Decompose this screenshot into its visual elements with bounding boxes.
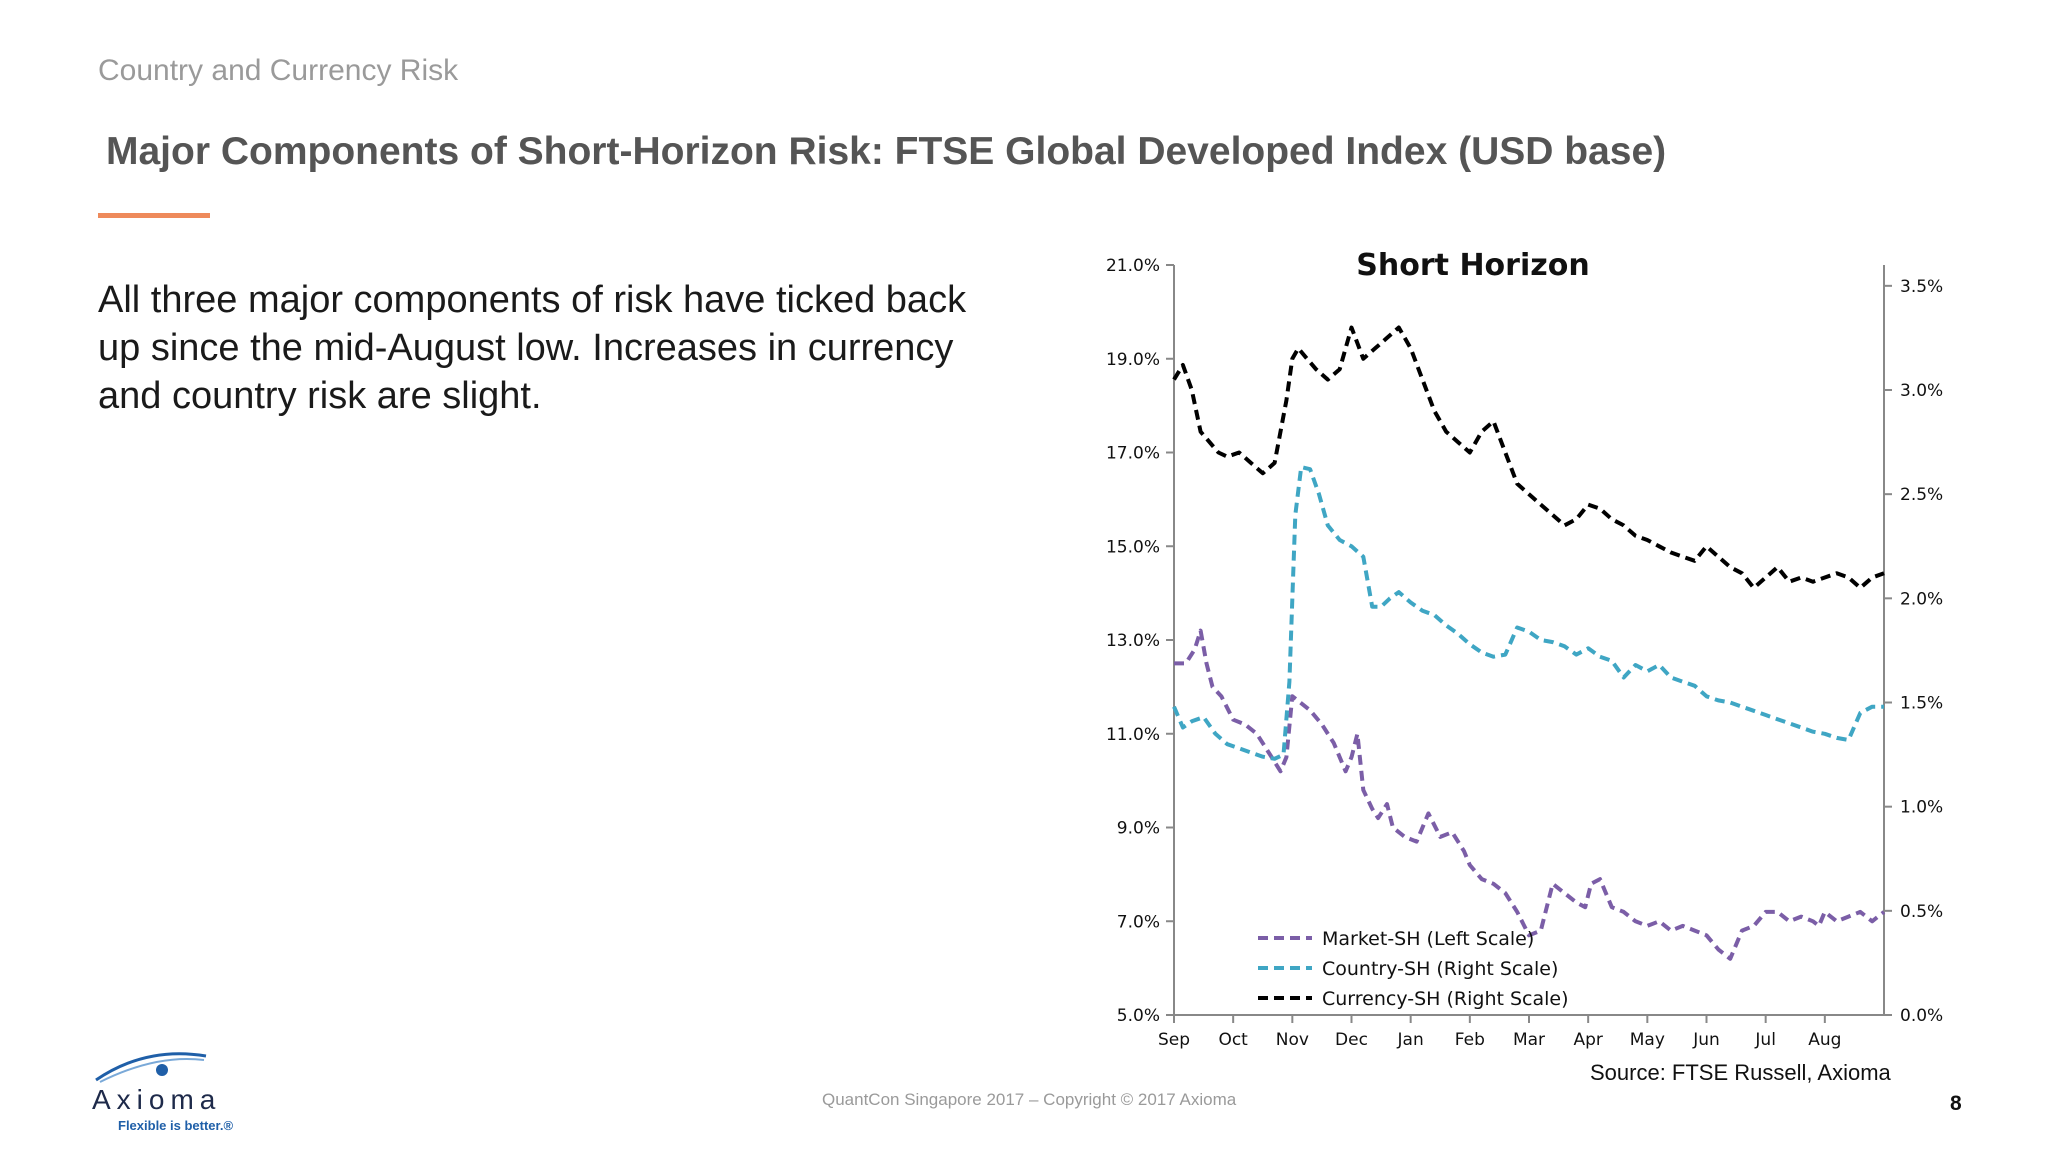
x-tick-label: Jun: [1692, 1030, 1720, 1050]
left-tick-label: 7.0%: [1117, 912, 1160, 932]
left-tick-label: 21.0%: [1106, 256, 1160, 276]
left-tick-label: 17.0%: [1106, 444, 1160, 464]
legend-label: Currency-SH (Right Scale): [1322, 988, 1569, 1010]
right-tick-label: 1.0%: [1900, 798, 1943, 818]
page-number: 8: [1950, 1092, 1962, 1115]
x-tick-label: Oct: [1218, 1030, 1248, 1050]
right-tick-label: 1.5%: [1900, 694, 1943, 714]
right-tick-label: 2.0%: [1900, 589, 1943, 609]
series-lines: [1172, 325, 1886, 961]
x-tick-label: May: [1630, 1030, 1665, 1050]
x-axis-ticks: Sep Oct Nov Dec Jan Feb Mar Apr May Jun Jul Aug: [1158, 1015, 1841, 1050]
left-tick-label: 9.0%: [1117, 819, 1160, 839]
x-tick-label: Apr: [1573, 1030, 1602, 1050]
x-tick-label: Jan: [1397, 1030, 1424, 1050]
x-tick-label: Dec: [1335, 1030, 1368, 1050]
x-tick-label: Mar: [1513, 1030, 1545, 1050]
left-tick-label: 5.0%: [1117, 1006, 1160, 1026]
right-tick-label: 3.0%: [1900, 381, 1943, 401]
left-tick-label: 15.0%: [1106, 537, 1160, 557]
slide-body-text: All three major components of risk have …: [98, 279, 967, 417]
left-tick-label: 13.0%: [1106, 631, 1160, 651]
logo-swoosh-icon: [95, 1052, 207, 1083]
left-axis-ticks: 5.0% 7.0% 9.0% 11.0% 13.0% 15.0% 17.0% 19.0% 21.…: [1106, 256, 1174, 1026]
legend: Market-SH (Left Scale) Country-SH (Right …: [1258, 928, 1569, 1010]
title-accent-bar: [98, 213, 210, 218]
source-note: Source: FTSE Russell, Axioma: [1590, 1060, 1891, 1085]
right-axis-ticks: 0.0% 0.5% 1.0% 1.5% 2.0% 2.5% 3.0% 3.5%: [1884, 277, 1943, 1026]
series-line-2: [1172, 325, 1885, 590]
left-tick-label: 19.0%: [1106, 350, 1160, 370]
series-line-1: [1172, 465, 1884, 761]
right-tick-label: 2.5%: [1900, 485, 1943, 505]
right-tick-label: 0.0%: [1900, 1006, 1943, 1026]
right-tick-label: 0.5%: [1900, 902, 1943, 922]
logo-tagline: Flexible is better.®: [118, 1118, 234, 1133]
footer-copyright: QuantCon Singapore 2017 – Copyright © 20…: [822, 1090, 1237, 1109]
legend-label: Country-SH (Right Scale): [1322, 958, 1558, 980]
legend-label: Market-SH (Left Scale): [1322, 928, 1534, 950]
x-tick-label: Jul: [1754, 1030, 1776, 1050]
short-horizon-chart: Short Horizon 5.0% 7.0% 9.0% 11.0% 13.0% 15.0…: [1106, 248, 1943, 1050]
x-tick-label: Aug: [1808, 1030, 1841, 1050]
x-tick-label: Nov: [1276, 1030, 1309, 1050]
axioma-logo: Axioma Flexible is better.®: [86, 1046, 276, 1133]
slide-title: Major Components of Short-Horizon Risk: …: [106, 130, 1667, 173]
logo-wordmark: Axioma: [92, 1084, 222, 1115]
section-label: Country and Currency Risk: [98, 54, 459, 87]
left-tick-label: 11.0%: [1106, 725, 1160, 745]
x-tick-label: Feb: [1455, 1030, 1485, 1050]
series-line-0: [1174, 628, 1886, 961]
chart-title: Short Horizon: [1356, 248, 1589, 283]
right-tick-label: 3.5%: [1900, 277, 1943, 297]
x-tick-label: Sep: [1158, 1030, 1190, 1050]
